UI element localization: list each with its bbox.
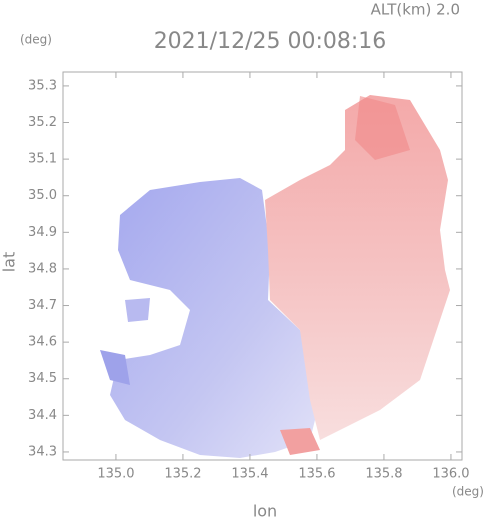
x-tick-label: 135.2 bbox=[164, 467, 201, 482]
y-tick-label: 34.5 bbox=[28, 371, 57, 386]
y-tick-label: 34.6 bbox=[28, 335, 57, 350]
y-axis-label: lat bbox=[0, 252, 19, 273]
y-tick-label: 34.4 bbox=[28, 408, 57, 423]
x-axis-label: lon bbox=[253, 502, 277, 521]
velocity-field bbox=[100, 95, 450, 458]
y-unit: (deg) bbox=[20, 33, 52, 47]
x-tick-label: 136.0 bbox=[432, 467, 469, 482]
y-tick-label: 34.3 bbox=[28, 444, 57, 459]
y-tick-label: 34.8 bbox=[28, 261, 57, 276]
y-tick-label: 34.9 bbox=[28, 225, 57, 240]
y-tick-label: 34.7 bbox=[28, 298, 57, 313]
x-tick-label: 135.0 bbox=[97, 467, 134, 482]
x-tick-label: 135.6 bbox=[298, 467, 335, 482]
x-tick-label: 135.8 bbox=[365, 467, 402, 482]
x-unit: (deg) bbox=[452, 485, 484, 499]
chart-title: 2021/12/25 00:08:16 bbox=[154, 29, 387, 54]
plot-frame bbox=[62, 71, 463, 461]
y-tick-label: 35.0 bbox=[28, 188, 57, 203]
y-tick-label: 35.3 bbox=[28, 78, 57, 93]
y-tick-label: 35.2 bbox=[28, 115, 57, 130]
x-tick-label: 135.4 bbox=[231, 467, 268, 482]
subtitle: ALT(km) 2.0 bbox=[371, 1, 460, 19]
y-tick-label: 35.1 bbox=[28, 152, 57, 167]
